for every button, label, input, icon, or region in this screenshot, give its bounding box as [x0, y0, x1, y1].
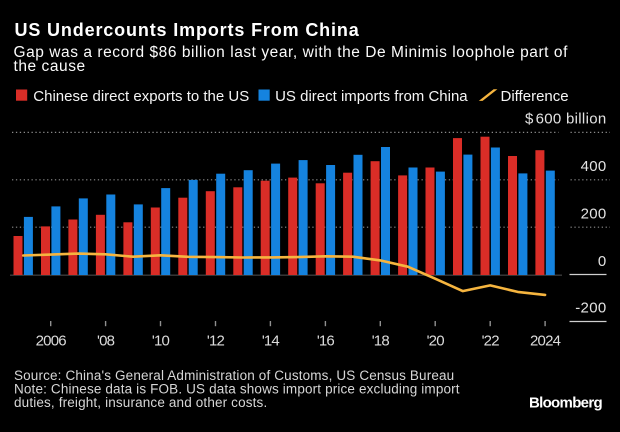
svg-text:2006: 2006 [36, 333, 67, 350]
svg-text:'10: '10 [152, 333, 170, 350]
svg-text:Gap was a record $86 billion l: Gap was a record $86 billion last year, … [14, 44, 569, 61]
svg-text:'12: '12 [207, 333, 225, 350]
svg-text:Difference: Difference [501, 88, 569, 105]
svg-text:-200: -200 [575, 299, 606, 316]
svg-text:0: 0 [598, 253, 607, 270]
svg-text:'22: '22 [482, 333, 500, 350]
svg-text:Chinese direct exports to the: Chinese direct exports to the US [33, 88, 249, 105]
svg-text:Source: China's General Admini: Source: China's General Administration o… [14, 368, 454, 383]
svg-text:'20: '20 [427, 333, 445, 350]
svg-text:US Undercounts Imports From Ch: US Undercounts Imports From China [15, 20, 360, 40]
svg-text:$600 billion: $600 billion [525, 111, 607, 128]
svg-text:400: 400 [581, 158, 607, 175]
svg-text:200: 200 [581, 206, 607, 223]
svg-text:duties, freight, insurance and: duties, freight, insurance and other cos… [14, 395, 267, 410]
svg-text:'14: '14 [262, 333, 280, 350]
svg-text:Bloomberg: Bloomberg [529, 394, 603, 411]
svg-text:'16: '16 [317, 333, 335, 350]
svg-text:2024: 2024 [530, 333, 561, 350]
svg-text:US direct imports from China: US direct imports from China [275, 88, 468, 105]
svg-text:Note: Chinese data is FOB. US: Note: Chinese data is FOB. US data shows… [14, 382, 460, 397]
svg-text:the cause: the cause [14, 58, 86, 75]
svg-text:'08: '08 [97, 333, 115, 350]
svg-text:'18: '18 [372, 333, 390, 350]
